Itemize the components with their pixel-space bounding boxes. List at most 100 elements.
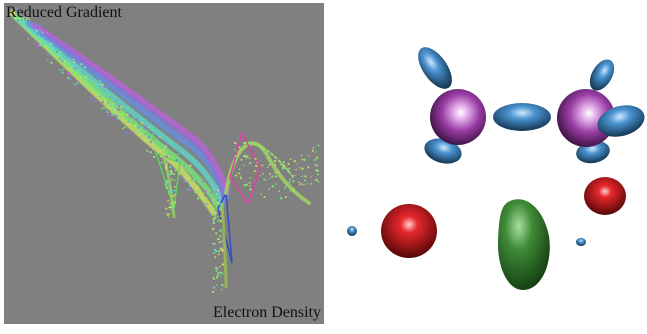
scatter-point	[205, 202, 208, 205]
scatter-point	[172, 195, 175, 198]
scatter-point	[317, 180, 320, 183]
scatter-points	[11, 7, 320, 293]
scatter-point	[39, 31, 42, 33]
scatter-point	[83, 66, 87, 69]
scatter-point	[212, 227, 215, 231]
scatter-point	[219, 202, 222, 205]
scatter-point	[67, 72, 70, 75]
scatter-point	[94, 99, 97, 102]
scatter-point	[111, 118, 114, 121]
scatter-point	[213, 216, 217, 219]
scatter-point	[220, 247, 223, 249]
scatter-point	[144, 140, 147, 143]
scatter-point	[46, 52, 49, 55]
scatter-point	[274, 163, 277, 167]
scatter-point	[103, 107, 106, 109]
scatter-point	[249, 161, 252, 165]
scatter-point	[268, 163, 271, 166]
scatter-point	[166, 213, 170, 216]
scatter-point	[84, 91, 87, 93]
scatter-point	[172, 172, 174, 174]
scatter-point	[217, 237, 220, 241]
scatter-point	[269, 173, 271, 175]
scatter-point	[141, 123, 143, 125]
scatter-point	[263, 178, 266, 181]
scatter-point	[289, 190, 291, 192]
scatter-point	[66, 56, 69, 58]
scatter-point	[242, 164, 245, 167]
scatter-point	[168, 216, 170, 218]
scatter-point	[148, 126, 151, 128]
scatter-point	[165, 212, 168, 214]
scatter-point	[221, 272, 224, 275]
scatter-point	[92, 80, 95, 83]
scatter-point	[33, 33, 36, 35]
scatter-point	[152, 133, 154, 136]
scatter-point	[172, 201, 174, 204]
scatter-point	[61, 71, 64, 74]
scatter-point	[284, 196, 287, 199]
scatter-point	[282, 165, 285, 167]
scatter-point	[174, 193, 176, 196]
central-spike	[217, 190, 233, 289]
scatter-point	[110, 110, 114, 114]
scatter-point	[142, 126, 144, 129]
scatter-point	[40, 33, 43, 36]
scatter-point	[40, 32, 42, 34]
scatter-point	[212, 220, 215, 223]
scatter-point	[79, 76, 82, 79]
right-hump	[224, 130, 311, 205]
scatter-point	[45, 30, 49, 33]
scatter-point	[316, 169, 319, 172]
scatter-point	[111, 113, 114, 117]
green-surface	[497, 199, 550, 290]
scatter-point	[163, 148, 166, 151]
scatter-point	[149, 141, 153, 144]
scatter-point	[219, 235, 222, 238]
scatter-point	[220, 288, 223, 291]
scatter-point	[38, 43, 40, 45]
scatter-point	[96, 83, 98, 85]
scatter-point	[189, 188, 192, 191]
scatter-point	[33, 31, 35, 33]
scatter-point	[239, 149, 242, 151]
scatter-point	[238, 168, 241, 171]
scatter-point	[197, 197, 200, 200]
scatter-point	[174, 169, 177, 172]
scatter-point	[38, 24, 42, 27]
scatter-point	[101, 107, 103, 110]
scatter-point	[166, 162, 168, 164]
scatter-point	[260, 193, 262, 195]
blue-lobe-top-right	[589, 59, 615, 91]
atom-left	[430, 89, 486, 145]
scatter-point	[213, 248, 217, 252]
scatter-point	[221, 240, 223, 243]
scatter-point	[213, 242, 216, 245]
scatter-point	[221, 248, 224, 251]
scatter-point	[271, 175, 274, 178]
scatter-point	[301, 175, 303, 178]
scatter-point	[197, 172, 199, 174]
scatter-point	[110, 105, 112, 107]
scatter-point	[173, 173, 175, 175]
scatter-point	[213, 286, 216, 289]
scatter-point	[281, 167, 285, 170]
scatter-point	[303, 179, 306, 182]
scatter-point	[210, 183, 213, 186]
scatter-point	[212, 276, 215, 279]
scatter-point	[172, 206, 175, 210]
blue-lobe-top-left	[418, 47, 452, 89]
scatter-point	[168, 206, 170, 209]
scatter-point	[308, 154, 310, 157]
scatter-point	[175, 158, 179, 162]
scatter-point	[41, 42, 44, 45]
y-axis-label: Reduced Gradient	[6, 4, 122, 21]
scatter-point	[30, 36, 32, 39]
scatter-point	[238, 146, 241, 149]
scatter-point	[219, 215, 222, 217]
scatter-point	[316, 156, 318, 158]
scatter-point	[63, 60, 65, 62]
scatter-point	[215, 232, 218, 235]
scatter-point	[101, 101, 103, 103]
scatter-point	[168, 185, 171, 188]
